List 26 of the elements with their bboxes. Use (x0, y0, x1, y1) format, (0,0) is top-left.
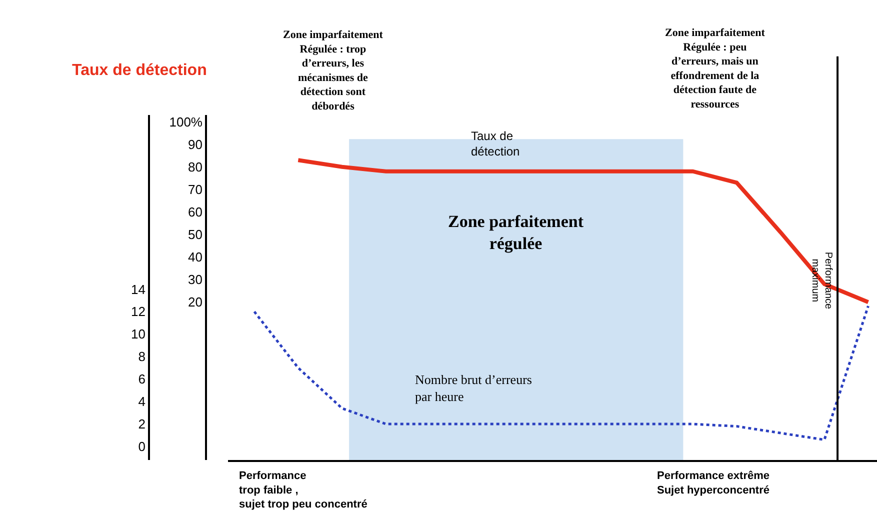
series-label: Nombre brut d’erreurs par heure (415, 372, 532, 404)
text: Performance trop faible , sujet trop peu concentré (239, 470, 368, 511)
y-tick-label: 30 (188, 272, 202, 288)
annotation: Performance maximum (809, 252, 834, 310)
y-tick-label: 80 (188, 159, 202, 174)
y-tick-label: 60 (188, 204, 202, 220)
y2-tick-label: 0 (138, 439, 146, 454)
y-tick-label: 40 (188, 250, 202, 265)
y2-tick-label: 8 (138, 349, 146, 364)
text: Taux de détection (72, 62, 207, 79)
y2-tick-label: 2 (138, 416, 146, 432)
text: Performance extrême Sujet hyperconcentré (657, 470, 770, 496)
annotation: Zone parfaitement régulée (448, 212, 584, 254)
y-tick-label: 70 (188, 182, 202, 197)
y2-tick-label: 6 (138, 372, 146, 387)
y2-tick-label: 4 (138, 394, 146, 410)
y-tick-label: 20 (188, 294, 202, 310)
y2-tick-label: 14 (131, 282, 146, 297)
y-tick-label: 50 (188, 227, 202, 242)
y2-tick-label: 10 (131, 326, 146, 342)
text: Zone imparfaitement Régulée : trop d’erreurs, les mécanismes de détection sont débordés (283, 29, 384, 112)
y-tick-label: 90 (188, 136, 202, 152)
text: Zone imparfaitement Régulée : peu d’erreurs, mais un effondrement de la détection faute de ressources (665, 27, 766, 110)
series-label: Taux de détection (471, 129, 520, 159)
y2-tick-label: 12 (131, 304, 146, 320)
y-tick-label: 100% (169, 114, 203, 130)
